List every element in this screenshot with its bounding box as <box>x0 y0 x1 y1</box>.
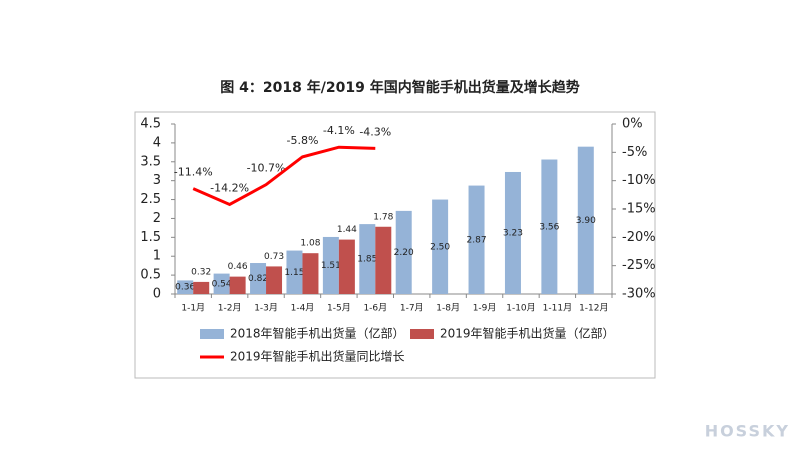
legend-swatch <box>200 329 224 339</box>
value-label: 0.82 <box>248 274 268 284</box>
x-tick-label: 1-2月 <box>218 303 242 314</box>
value-label: 1.51 <box>321 261 341 271</box>
bar <box>322 236 339 294</box>
bar <box>286 250 303 294</box>
value-label: 3.90 <box>576 216 596 226</box>
x-tick-label: 1-10月 <box>506 303 535 314</box>
bar <box>468 185 485 294</box>
bar <box>577 146 594 294</box>
y-tick-label: 0 <box>153 287 161 302</box>
value-label: 2.50 <box>430 242 450 252</box>
x-tick-label: 1-3月 <box>254 303 278 314</box>
value-label: -10.7% <box>247 162 286 175</box>
y-tick-label: 3.5 <box>140 154 161 169</box>
value-label: 1.15 <box>284 268 304 278</box>
bar <box>541 159 558 294</box>
value-label: 0.54 <box>212 279 232 289</box>
value-label: 3.56 <box>539 222 559 232</box>
value-label: 0.36 <box>175 283 195 293</box>
y-tick-label: 3 <box>153 173 161 188</box>
value-label: -4.3% <box>359 125 391 138</box>
y2-tick-label: -10% <box>622 173 656 188</box>
chart-frame <box>134 111 656 379</box>
y-tick-label: 1 <box>153 249 161 264</box>
value-label: 1.08 <box>300 239 320 249</box>
watermark: HOSSKY <box>705 422 790 441</box>
value-label: 1.44 <box>337 225 357 235</box>
value-label: 0.46 <box>228 262 248 272</box>
bar <box>432 199 449 294</box>
x-tick-label: 1-5月 <box>327 303 351 314</box>
legend-label: 2019年智能手机出货量同比增长 <box>230 349 405 364</box>
value-label: -14.2% <box>210 181 249 194</box>
y-tick-label: 0.5 <box>140 268 161 283</box>
y2-tick-label: 0% <box>622 117 643 132</box>
x-tick-label: 1-6月 <box>363 303 387 314</box>
y2-tick-label: -25% <box>622 258 656 273</box>
y2-tick-label: -5% <box>622 145 647 160</box>
legend-label: 2018年智能手机出货量（亿部） <box>230 326 405 341</box>
value-label: 0.73 <box>264 252 284 262</box>
y-tick-label: 2 <box>153 211 161 226</box>
value-label: -4.1% <box>323 124 355 137</box>
y-tick-label: 4 <box>153 135 161 150</box>
bar <box>266 266 283 294</box>
x-tick-label: 1-8月 <box>436 303 460 314</box>
legend-label: 2019年智能手机出货量（亿部） <box>440 326 615 341</box>
y2-tick-label: -20% <box>622 230 656 245</box>
line <box>192 145 376 207</box>
y-tick-label: 1.5 <box>140 230 161 245</box>
chart-title: 图 4：2018 年/2019 年国内智能手机出货量及增长趋势 <box>220 79 579 96</box>
y-tick-label: 2.5 <box>140 192 161 207</box>
bar <box>229 276 246 294</box>
bar <box>359 224 376 294</box>
value-label: 1.85 <box>357 255 377 265</box>
bar <box>213 273 230 294</box>
bar <box>177 280 194 294</box>
x-tick-label: 1-9月 <box>473 303 497 314</box>
value-label: 3.23 <box>503 228 523 238</box>
value-label: -5.8% <box>286 134 318 147</box>
y-tick-label: 4.5 <box>140 117 161 132</box>
value-label: -11.4% <box>174 166 213 179</box>
bar <box>193 281 210 294</box>
value-label: 1.78 <box>373 212 393 222</box>
bar <box>302 253 319 294</box>
legend-swatch <box>410 329 434 339</box>
x-tick-label: 1-4月 <box>291 303 315 314</box>
x-tick-label: 1-7月 <box>400 303 424 314</box>
x-tick-label: 1-12月 <box>579 303 608 314</box>
y2-tick-label: -30% <box>622 287 656 302</box>
bar <box>250 263 267 294</box>
value-label: 0.32 <box>191 267 211 277</box>
x-tick-label: 1-11月 <box>543 303 572 314</box>
value-label: 2.20 <box>394 248 414 258</box>
y2-tick-label: -15% <box>622 202 656 217</box>
bar <box>338 239 355 294</box>
bar <box>395 210 412 294</box>
bar <box>375 226 392 294</box>
x-tick-label: 1-1月 <box>181 303 205 314</box>
value-label: 2.87 <box>467 235 487 245</box>
bar <box>504 171 521 294</box>
